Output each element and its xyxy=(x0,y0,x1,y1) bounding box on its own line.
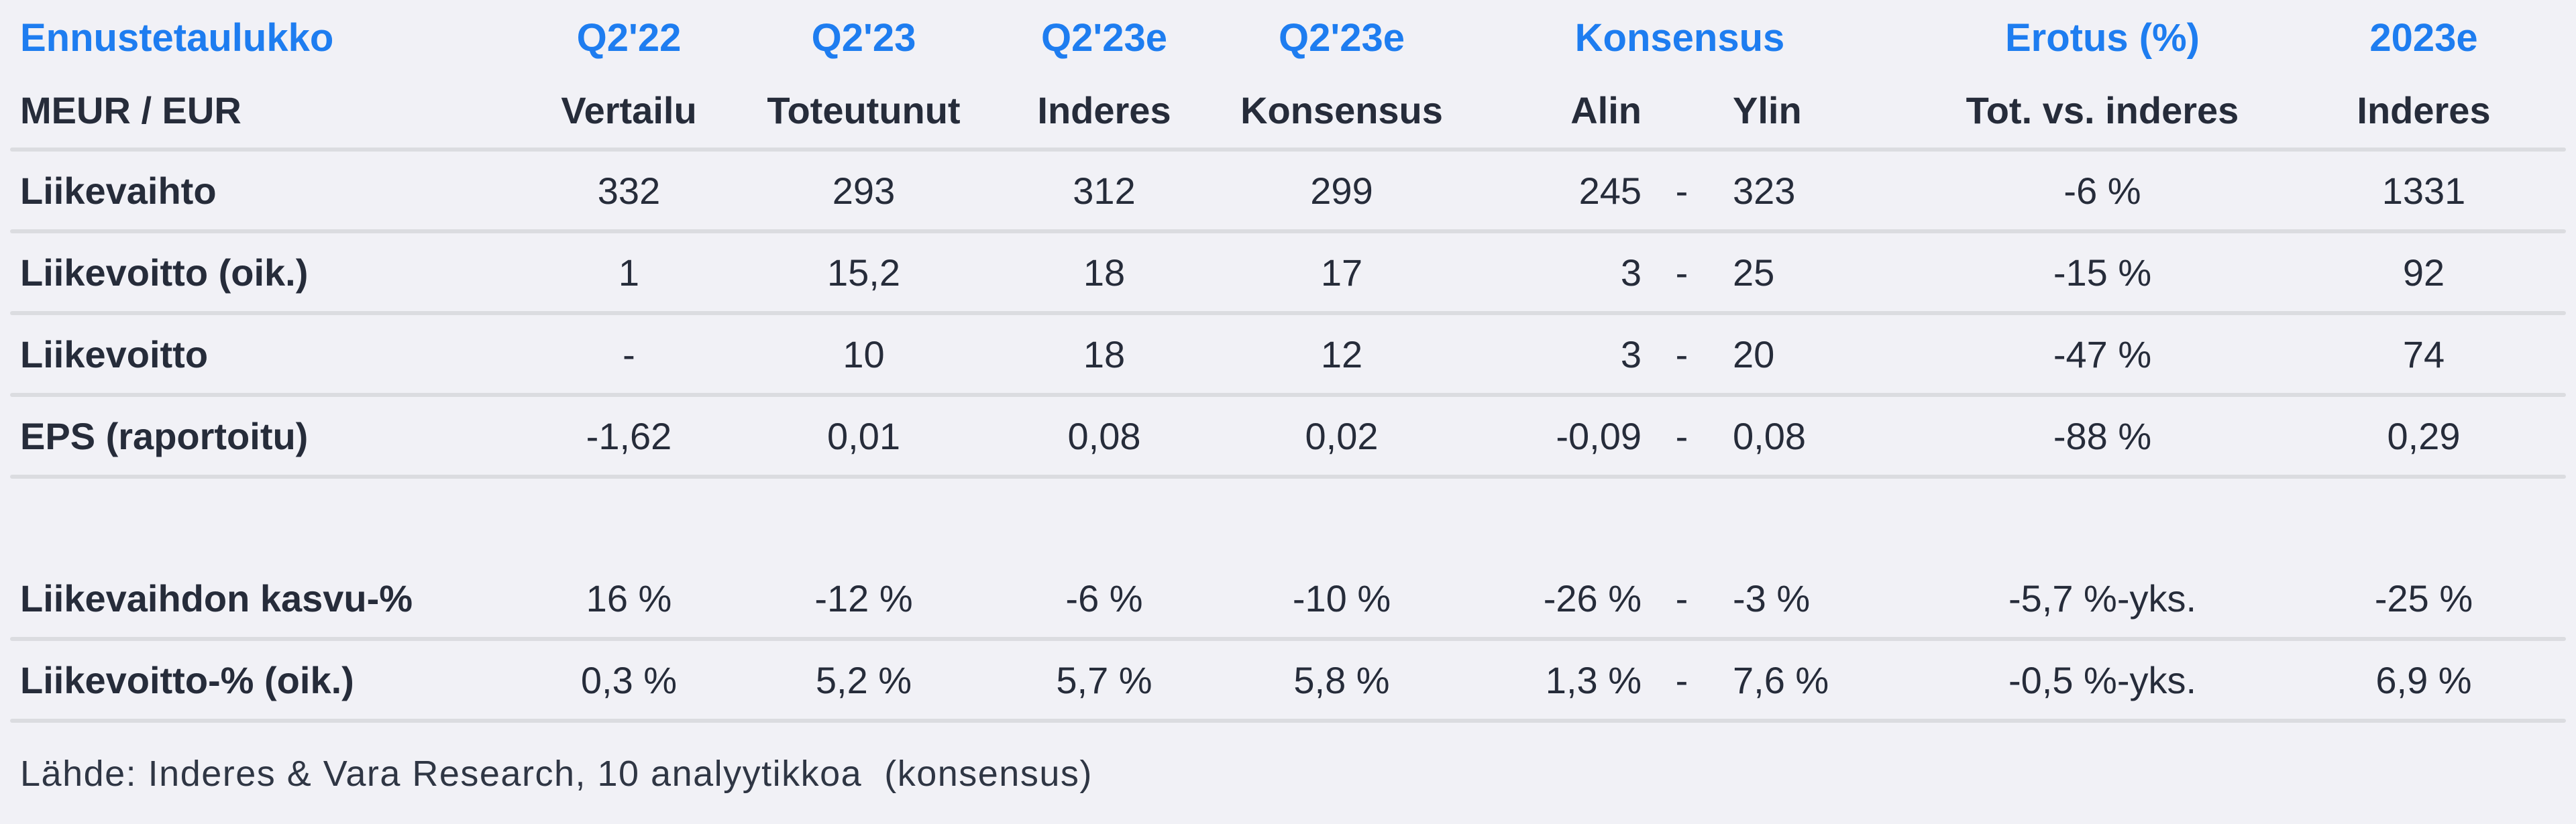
cell-konsensus-ylin: 0,08 xyxy=(1733,414,1806,457)
row-separator xyxy=(10,148,2566,152)
cell-toteutunut: 0,01 xyxy=(827,414,900,457)
range-dash: - xyxy=(1675,169,1688,212)
cell-erotus: -47 % xyxy=(2053,333,2152,375)
cell-konsensus: 17 xyxy=(1320,251,1363,294)
row-separator xyxy=(10,719,2566,723)
subheader-tot-vs-inderes: Tot. vs. inderes xyxy=(1966,89,2239,131)
subheader-alin: Alin xyxy=(1570,89,1642,131)
cell-inderes: 18 xyxy=(1083,333,1126,375)
subheader-vertailu: Vertailu xyxy=(561,89,697,131)
cell-2023e: 6,9 % xyxy=(2375,658,2472,701)
cell-vertailu: 332 xyxy=(597,169,661,212)
source-note: Lähde: Inderes & Vara Research, 10 analy… xyxy=(20,753,1093,794)
table-row-liikevaihdon-kasvu: Liikevaihdon kasvu-% 16 % -12 % -6 % -10… xyxy=(0,559,2576,637)
col-header-q2-23: Q2'23 xyxy=(811,15,916,60)
table-row-eps: EPS (raportoitu) -1,62 0,01 0,08 0,02 -0… xyxy=(0,397,2576,475)
cell-erotus: -88 % xyxy=(2053,414,2152,457)
cell-toteutunut: 293 xyxy=(832,169,896,212)
row-label: EPS (raportoitu) xyxy=(20,414,309,457)
cell-toteutunut: -12 % xyxy=(814,577,913,620)
col-header-q2-23e-inderes: Q2'23e xyxy=(1041,15,1167,60)
row-label: Liikevaihdon kasvu-% xyxy=(20,577,413,620)
cell-konsensus-alin: 245 xyxy=(1578,169,1642,212)
row-label: Liikevoitto xyxy=(20,333,209,375)
row-label: Liikevaihto xyxy=(20,169,217,212)
cell-konsensus: 12 xyxy=(1320,333,1363,375)
cell-erotus: -6 % xyxy=(2063,169,2141,212)
row-separator xyxy=(10,475,2566,479)
header-row-subheaders: MEUR / EUR Vertailu Toteutunut Inderes K… xyxy=(0,72,2576,148)
cell-konsensus-alin: 1,3 % xyxy=(1545,658,1642,701)
subheader-toteutunut: Toteutunut xyxy=(767,89,961,131)
cell-konsensus: 5,8 % xyxy=(1293,658,1390,701)
header-row-quarters: Ennustetaulukko Q2'22 Q2'23 Q2'23e Q2'23… xyxy=(0,3,2576,72)
cell-konsensus-ylin: -3 % xyxy=(1733,577,1811,620)
cell-konsensus-ylin: 25 xyxy=(1733,251,1775,294)
cell-inderes: -6 % xyxy=(1065,577,1143,620)
cell-erotus: -15 % xyxy=(2053,251,2152,294)
cell-2023e: 92 xyxy=(2402,251,2445,294)
cell-konsensus-alin: 3 xyxy=(1620,251,1642,294)
cell-konsensus-alin: 3 xyxy=(1620,333,1642,375)
cell-vertailu: 0,3 % xyxy=(580,658,678,701)
col-header-q2-23e-konsensus: Q2'23e xyxy=(1279,15,1405,60)
range-dash: - xyxy=(1675,333,1688,375)
range-dash: - xyxy=(1675,414,1688,457)
row-label: Liikevoitto (oik.) xyxy=(20,251,309,294)
cell-konsensus-ylin: 323 xyxy=(1733,169,1796,212)
cell-konsensus-alin: -26 % xyxy=(1543,577,1642,620)
row-separator xyxy=(10,311,2566,315)
row-label: Liikevoitto-% (oik.) xyxy=(20,658,354,701)
cell-2023e: 1331 xyxy=(2381,169,2466,212)
table-row-liikevoitto-oik: Liikevoitto (oik.) 1 15,2 18 17 3 - 25 -… xyxy=(0,233,2576,311)
cell-konsensus: -10 % xyxy=(1292,577,1391,620)
table-row-liikevoitto-pct: Liikevoitto-% (oik.) 0,3 % 5,2 % 5,7 % 5… xyxy=(0,641,2576,719)
col-header-konsensus-group: Konsensus xyxy=(1574,15,1785,60)
cell-erotus: -0,5 %-yks. xyxy=(2008,658,2197,701)
cell-2023e: 74 xyxy=(2402,333,2445,375)
blank-row xyxy=(0,479,2576,559)
cell-2023e: -25 % xyxy=(2374,577,2473,620)
cell-vertailu: - xyxy=(623,333,635,375)
cell-toteutunut: 5,2 % xyxy=(815,658,912,701)
subheader-2023e-inderes: Inderes xyxy=(2357,89,2491,131)
col-header-erotus: Erotus (%) xyxy=(2005,15,2200,60)
col-header-2023e: 2023e xyxy=(2369,15,2478,60)
table-row-liikevoitto: Liikevoitto - 10 18 12 3 - 20 -47 % 74 xyxy=(0,315,2576,393)
cell-inderes: 18 xyxy=(1083,251,1126,294)
range-dash: - xyxy=(1675,577,1688,620)
cell-konsensus: 299 xyxy=(1310,169,1373,212)
cell-inderes: 5,7 % xyxy=(1056,658,1152,701)
cell-vertailu: 16 % xyxy=(586,577,672,620)
cell-vertailu: -1,62 xyxy=(586,414,672,457)
cell-inderes: 312 xyxy=(1073,169,1136,212)
units-label: MEUR / EUR xyxy=(20,89,241,131)
table-row-liikevaihto: Liikevaihto 332 293 312 299 245 - 323 -6… xyxy=(0,152,2576,229)
cell-toteutunut: 10 xyxy=(843,333,885,375)
row-separator xyxy=(10,637,2566,641)
cell-vertailu: 1 xyxy=(618,251,640,294)
row-separator xyxy=(10,229,2566,233)
cell-konsensus-alin: -0,09 xyxy=(1556,414,1642,457)
cell-2023e: 0,29 xyxy=(2387,414,2461,457)
cell-konsensus-ylin: 20 xyxy=(1733,333,1775,375)
subheader-ylin: Ylin xyxy=(1733,89,1802,131)
col-header-q2-22: Q2'22 xyxy=(576,15,682,60)
range-dash: - xyxy=(1675,251,1688,294)
cell-erotus: -5,7 %-yks. xyxy=(2008,577,2197,620)
cell-inderes: 0,08 xyxy=(1067,414,1141,457)
cell-konsensus: 0,02 xyxy=(1305,414,1379,457)
footer-row: Lähde: Inderes & Vara Research, 10 analy… xyxy=(0,723,2576,824)
subheader-konsensus: Konsensus xyxy=(1240,89,1443,131)
cell-konsensus-ylin: 7,6 % xyxy=(1733,658,1829,701)
row-separator xyxy=(10,393,2566,397)
range-dash: - xyxy=(1675,658,1688,701)
page-title: Ennustetaulukko xyxy=(20,15,334,60)
cell-toteutunut: 15,2 xyxy=(827,251,900,294)
subheader-inderes: Inderes xyxy=(1037,89,1171,131)
